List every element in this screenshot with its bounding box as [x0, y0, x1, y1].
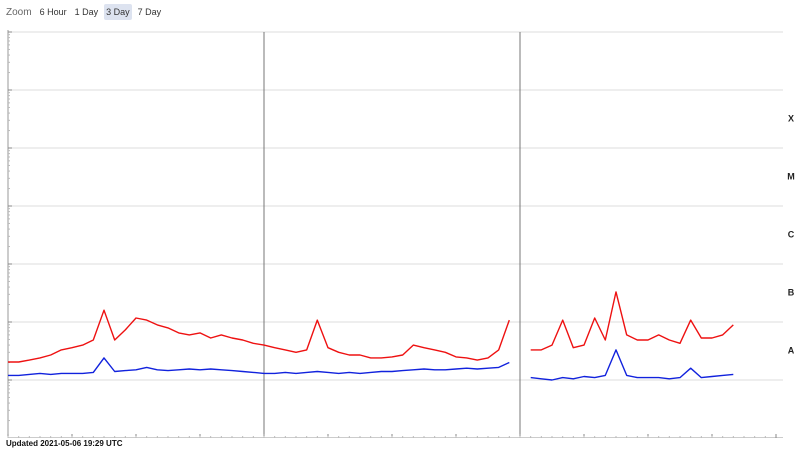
flux-line: [8, 349, 734, 381]
class-label: X: [788, 113, 794, 123]
updated-note: Updated 2021-05-06 19:29 UTC: [6, 439, 123, 448]
zoom-button[interactable]: 7 Day: [137, 7, 162, 17]
class-label: C: [788, 229, 795, 239]
chart: ABCMXMay 406:0012:0018:00May 506:0012:00…: [7, 30, 795, 438]
class-label: M: [787, 171, 795, 181]
class-label: B: [788, 287, 795, 297]
zoom-button[interactable]: 6 Hour: [39, 7, 67, 17]
flux-line: [8, 291, 734, 363]
zoom-label: Zoom: [6, 6, 32, 18]
zoom-button[interactable]: 3 Day: [104, 4, 132, 20]
zoom-bar: Zoom 6 Hour 1 Day 3 Day 7 Day: [6, 4, 163, 20]
zoom-button[interactable]: 1 Day: [74, 7, 99, 17]
class-label: A: [788, 345, 795, 355]
